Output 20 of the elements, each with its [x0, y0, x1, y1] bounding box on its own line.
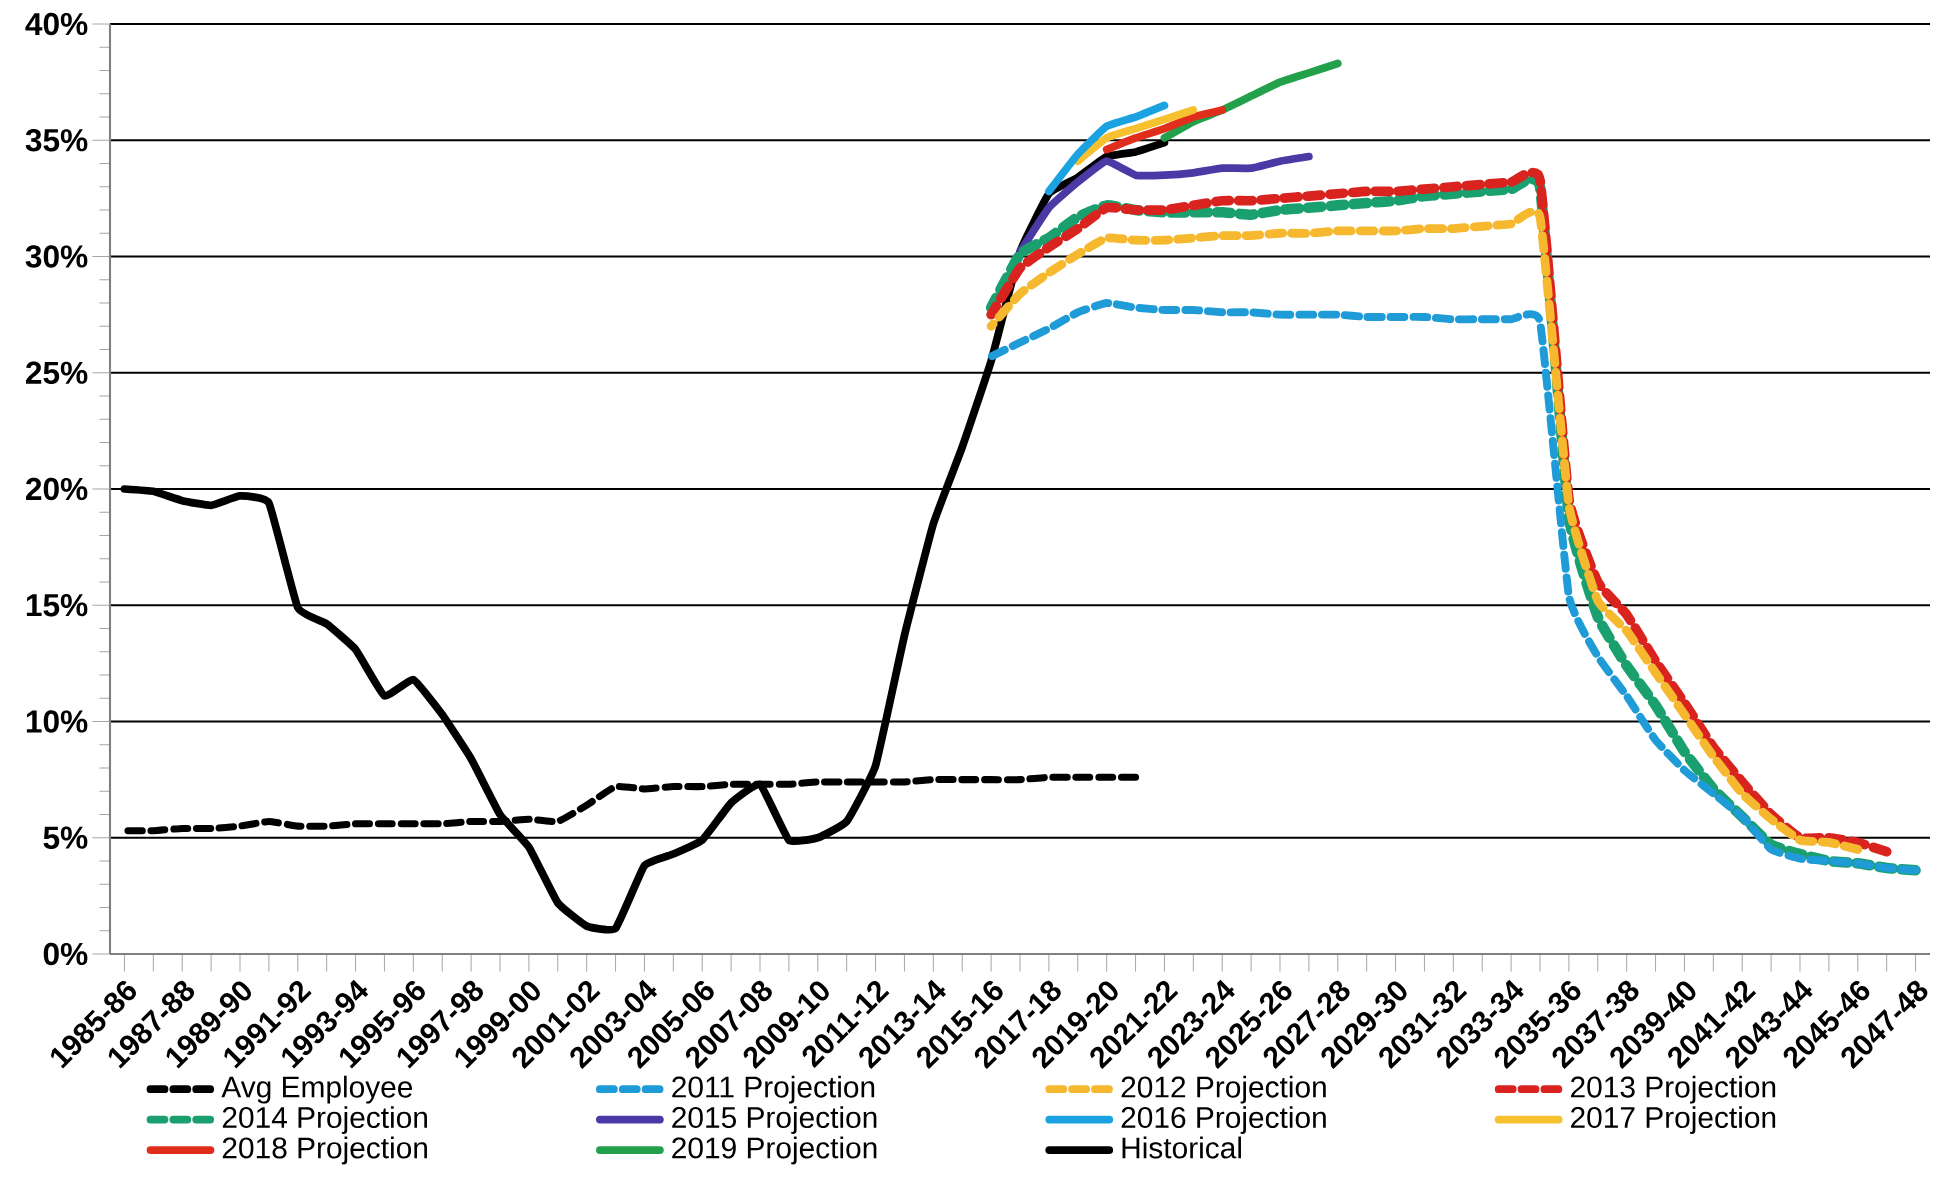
legend-label: 2015 Projection — [672, 1106, 877, 1134]
y-tick-label: 5% — [43, 826, 88, 849]
legend-label: 2011 Projection — [672, 1075, 875, 1104]
legend-label: 2019 Projection — [672, 1136, 877, 1165]
y-tick-label: 30% — [25, 245, 88, 268]
legend-label: 2014 Projection — [222, 1106, 427, 1134]
y-tick-label: 0% — [43, 942, 88, 966]
legend-label: 2017 Projection — [1571, 1106, 1776, 1134]
legend-label: 2018 Projection — [222, 1136, 427, 1165]
legend-label: Avg Employee — [221, 1075, 413, 1104]
y-tick-label: 25% — [26, 361, 88, 384]
legend-label: Historical — [1122, 1136, 1241, 1159]
y-tick-label: 20% — [26, 477, 88, 501]
legend-label: 2016 Projection — [1121, 1106, 1326, 1134]
y-tick-label: 40% — [25, 12, 88, 36]
y-tick-label: 10% — [26, 710, 88, 733]
y-tick-label: 15% — [26, 594, 88, 617]
legend-label: 2012 Projection — [1121, 1075, 1326, 1104]
y-tick-label: 35% — [25, 129, 88, 152]
legend-label: 2013 Projection — [1571, 1075, 1776, 1104]
